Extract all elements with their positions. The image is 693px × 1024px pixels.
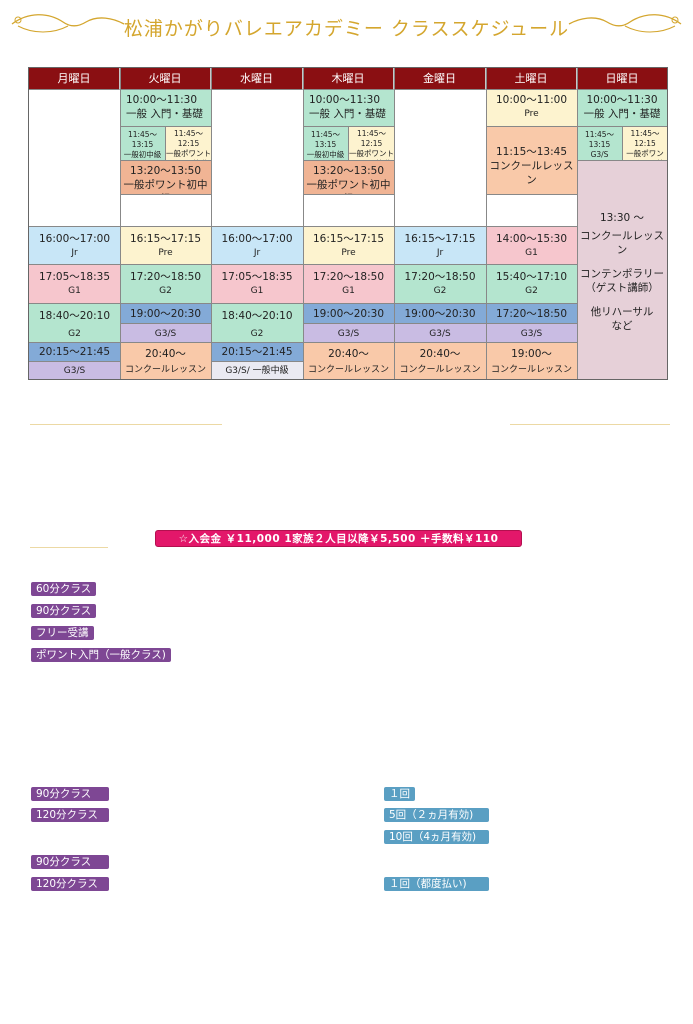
column-divider xyxy=(394,68,395,379)
day-header-mon: 月曜日 xyxy=(29,68,120,90)
sat-slot-c-time: 17:20～18:50 xyxy=(486,304,577,324)
gold-divider-short xyxy=(30,547,108,548)
sat-slot-2: 11:15～13:45 コンクールレッスン xyxy=(486,127,577,195)
sat-slot-b: 15:40～17:10 G2 xyxy=(486,265,577,304)
day-header-thu: 木曜日 xyxy=(303,68,394,90)
lower-tag-120min-2: 120分クラス xyxy=(31,877,109,891)
fri-morning-empty xyxy=(394,90,486,227)
day-header-wed: 水曜日 xyxy=(211,68,303,90)
wed-morning-empty xyxy=(211,90,303,227)
gold-flourish-left-icon xyxy=(11,14,125,33)
day-header-fri: 金曜日 xyxy=(394,68,486,90)
wed-slot-d-time: 20:15～21:45 xyxy=(211,343,303,362)
sat-slot-1: 10:00～11:00 Pre xyxy=(486,90,577,127)
column-divider xyxy=(486,68,487,379)
schedule-table: 月曜日 火曜日 水曜日 木曜日 金曜日 土曜日 日曜日 10:00～11:30 … xyxy=(28,67,668,380)
column-divider xyxy=(303,68,304,379)
tue-slot-b: 17:20～18:50 G2 xyxy=(120,265,211,304)
wed-slot-c: 18:40～20:10 G2 xyxy=(211,304,303,343)
gold-divider-left xyxy=(30,424,222,425)
tue-slot-d: 20:40～ コンクールレッスン xyxy=(120,343,211,379)
day-header-tue: 火曜日 xyxy=(120,68,211,90)
thu-morning-empty xyxy=(303,195,394,227)
ticket-tag-1: １回 xyxy=(384,787,415,801)
lower-tag-90min-2: 90分クラス xyxy=(31,855,109,869)
page-title: 松浦かがりバレエアカデミー クラススケジュール xyxy=(123,18,570,40)
day-header-sat: 土曜日 xyxy=(486,68,577,90)
lower-tag-90min: 90分クラス xyxy=(31,787,109,801)
wed-slot-a: 16:00～17:00 Jr xyxy=(211,227,303,265)
wed-slot-b: 17:05～18:35 G1 xyxy=(211,265,303,304)
column-divider xyxy=(120,68,121,379)
sun-slot-1: 10:00～11:30 一般 入門・基礎 xyxy=(577,90,667,127)
page-header: 松浦かがりバレエアカデミー クラススケジュール xyxy=(0,0,693,50)
mon-slot-a: 16:00～17:00 Jr xyxy=(29,227,120,265)
ticket-tag-single: １回（都度払い) xyxy=(384,877,489,891)
fri-slot-d: 20:40～ コンクールレッスン xyxy=(394,343,486,379)
mon-slot-b: 17:05～18:35 G1 xyxy=(29,265,120,304)
fri-slot-c-time: 19:00～20:30 xyxy=(394,304,486,324)
fri-slot-a: 16:15～17:15 Jr xyxy=(394,227,486,265)
tue-slot-c-class: G3/S xyxy=(120,324,211,343)
sat-slot-a: 14:00～15:30 G1 xyxy=(486,227,577,265)
lower-tag-120min: 120分クラス xyxy=(31,808,109,822)
gold-flourish-right-icon xyxy=(568,14,682,33)
tue-slot-2b: 11:45～12:15 一般ポワント入門・基礎 xyxy=(166,127,211,161)
class-tag-free: フリー受講 xyxy=(31,626,94,640)
thu-slot-3: 13:20～13:50 一般ポワント初中級 xyxy=(303,161,394,195)
gold-divider-right xyxy=(510,424,670,425)
sun-slot-3: 13:30 ～ コンクールレッスン コンテンポラリー （ゲスト講師） 他リハーサ… xyxy=(577,161,667,379)
thu-slot-c-time: 19:00～20:30 xyxy=(303,304,394,324)
mon-slot-c: 18:40～20:10 G2 xyxy=(29,304,120,343)
tue-slot-1: 10:00～11:30 一般 入門・基礎 xyxy=(120,90,211,127)
column-divider xyxy=(211,68,212,379)
fri-slot-b: 17:20～18:50 G2 xyxy=(394,265,486,304)
tue-slot-c-time: 19:00～20:30 xyxy=(120,304,211,324)
tue-slot-3: 13:20～13:50 一般ポワント初中級 xyxy=(120,161,211,195)
ticket-tag-10: 10回（4ヵ月有効) xyxy=(384,830,489,844)
thu-slot-d: 20:40～ コンクールレッスン xyxy=(303,343,394,379)
class-tag-pointe-intro: ポワント入門（一般クラス) xyxy=(31,648,171,662)
sat-slot-d: 19:00～ コンクールレッスン xyxy=(486,343,577,379)
mon-slot-d-class: G3/S xyxy=(29,362,120,379)
ticket-tag-5: 5回（２ヵ月有効) xyxy=(384,808,489,822)
tue-slot-2a: 11:45～13:15 一般初中級 xyxy=(120,127,166,161)
tue-morning-empty xyxy=(120,195,211,227)
thu-slot-b: 17:20～18:50 G1 xyxy=(303,265,394,304)
thu-slot-a: 16:15～17:15 Pre xyxy=(303,227,394,265)
wed-slot-d-class: G3/S/ 一般中級 xyxy=(211,362,303,379)
sat-slot-c-class: G3/S xyxy=(486,324,577,343)
class-tag-90min: 90分クラス xyxy=(31,604,97,618)
thu-slot-c-class: G3/S xyxy=(303,324,394,343)
entry-fee-banner: ☆入会金 ￥11,000 1家族２人目以降￥5,500 ＋手数料￥110 xyxy=(155,530,522,547)
tue-slot-a: 16:15～17:15 Pre xyxy=(120,227,211,265)
thu-slot-2b: 11:45～12:15 一般ポワント入門・基礎 xyxy=(349,127,394,161)
thu-slot-2a: 11:45～13:15 一般初中級 xyxy=(303,127,349,161)
mon-morning-empty xyxy=(29,90,120,227)
thu-slot-1: 10:00～11:30 一般 入門・基礎 xyxy=(303,90,394,127)
class-tag-60min: 60分クラス xyxy=(31,582,97,596)
day-header-sun: 日曜日 xyxy=(577,68,667,90)
sun-slot-2a: 11:45～13:15 G3/S xyxy=(577,127,623,161)
sun-slot-2b: 11:45～12:15 一般ポワント入門・基礎 xyxy=(623,127,667,161)
fri-slot-c-class: G3/S xyxy=(394,324,486,343)
mon-slot-d-time: 20:15～21:45 xyxy=(29,343,120,362)
sat-morning-empty xyxy=(486,195,577,227)
column-divider xyxy=(577,68,578,379)
